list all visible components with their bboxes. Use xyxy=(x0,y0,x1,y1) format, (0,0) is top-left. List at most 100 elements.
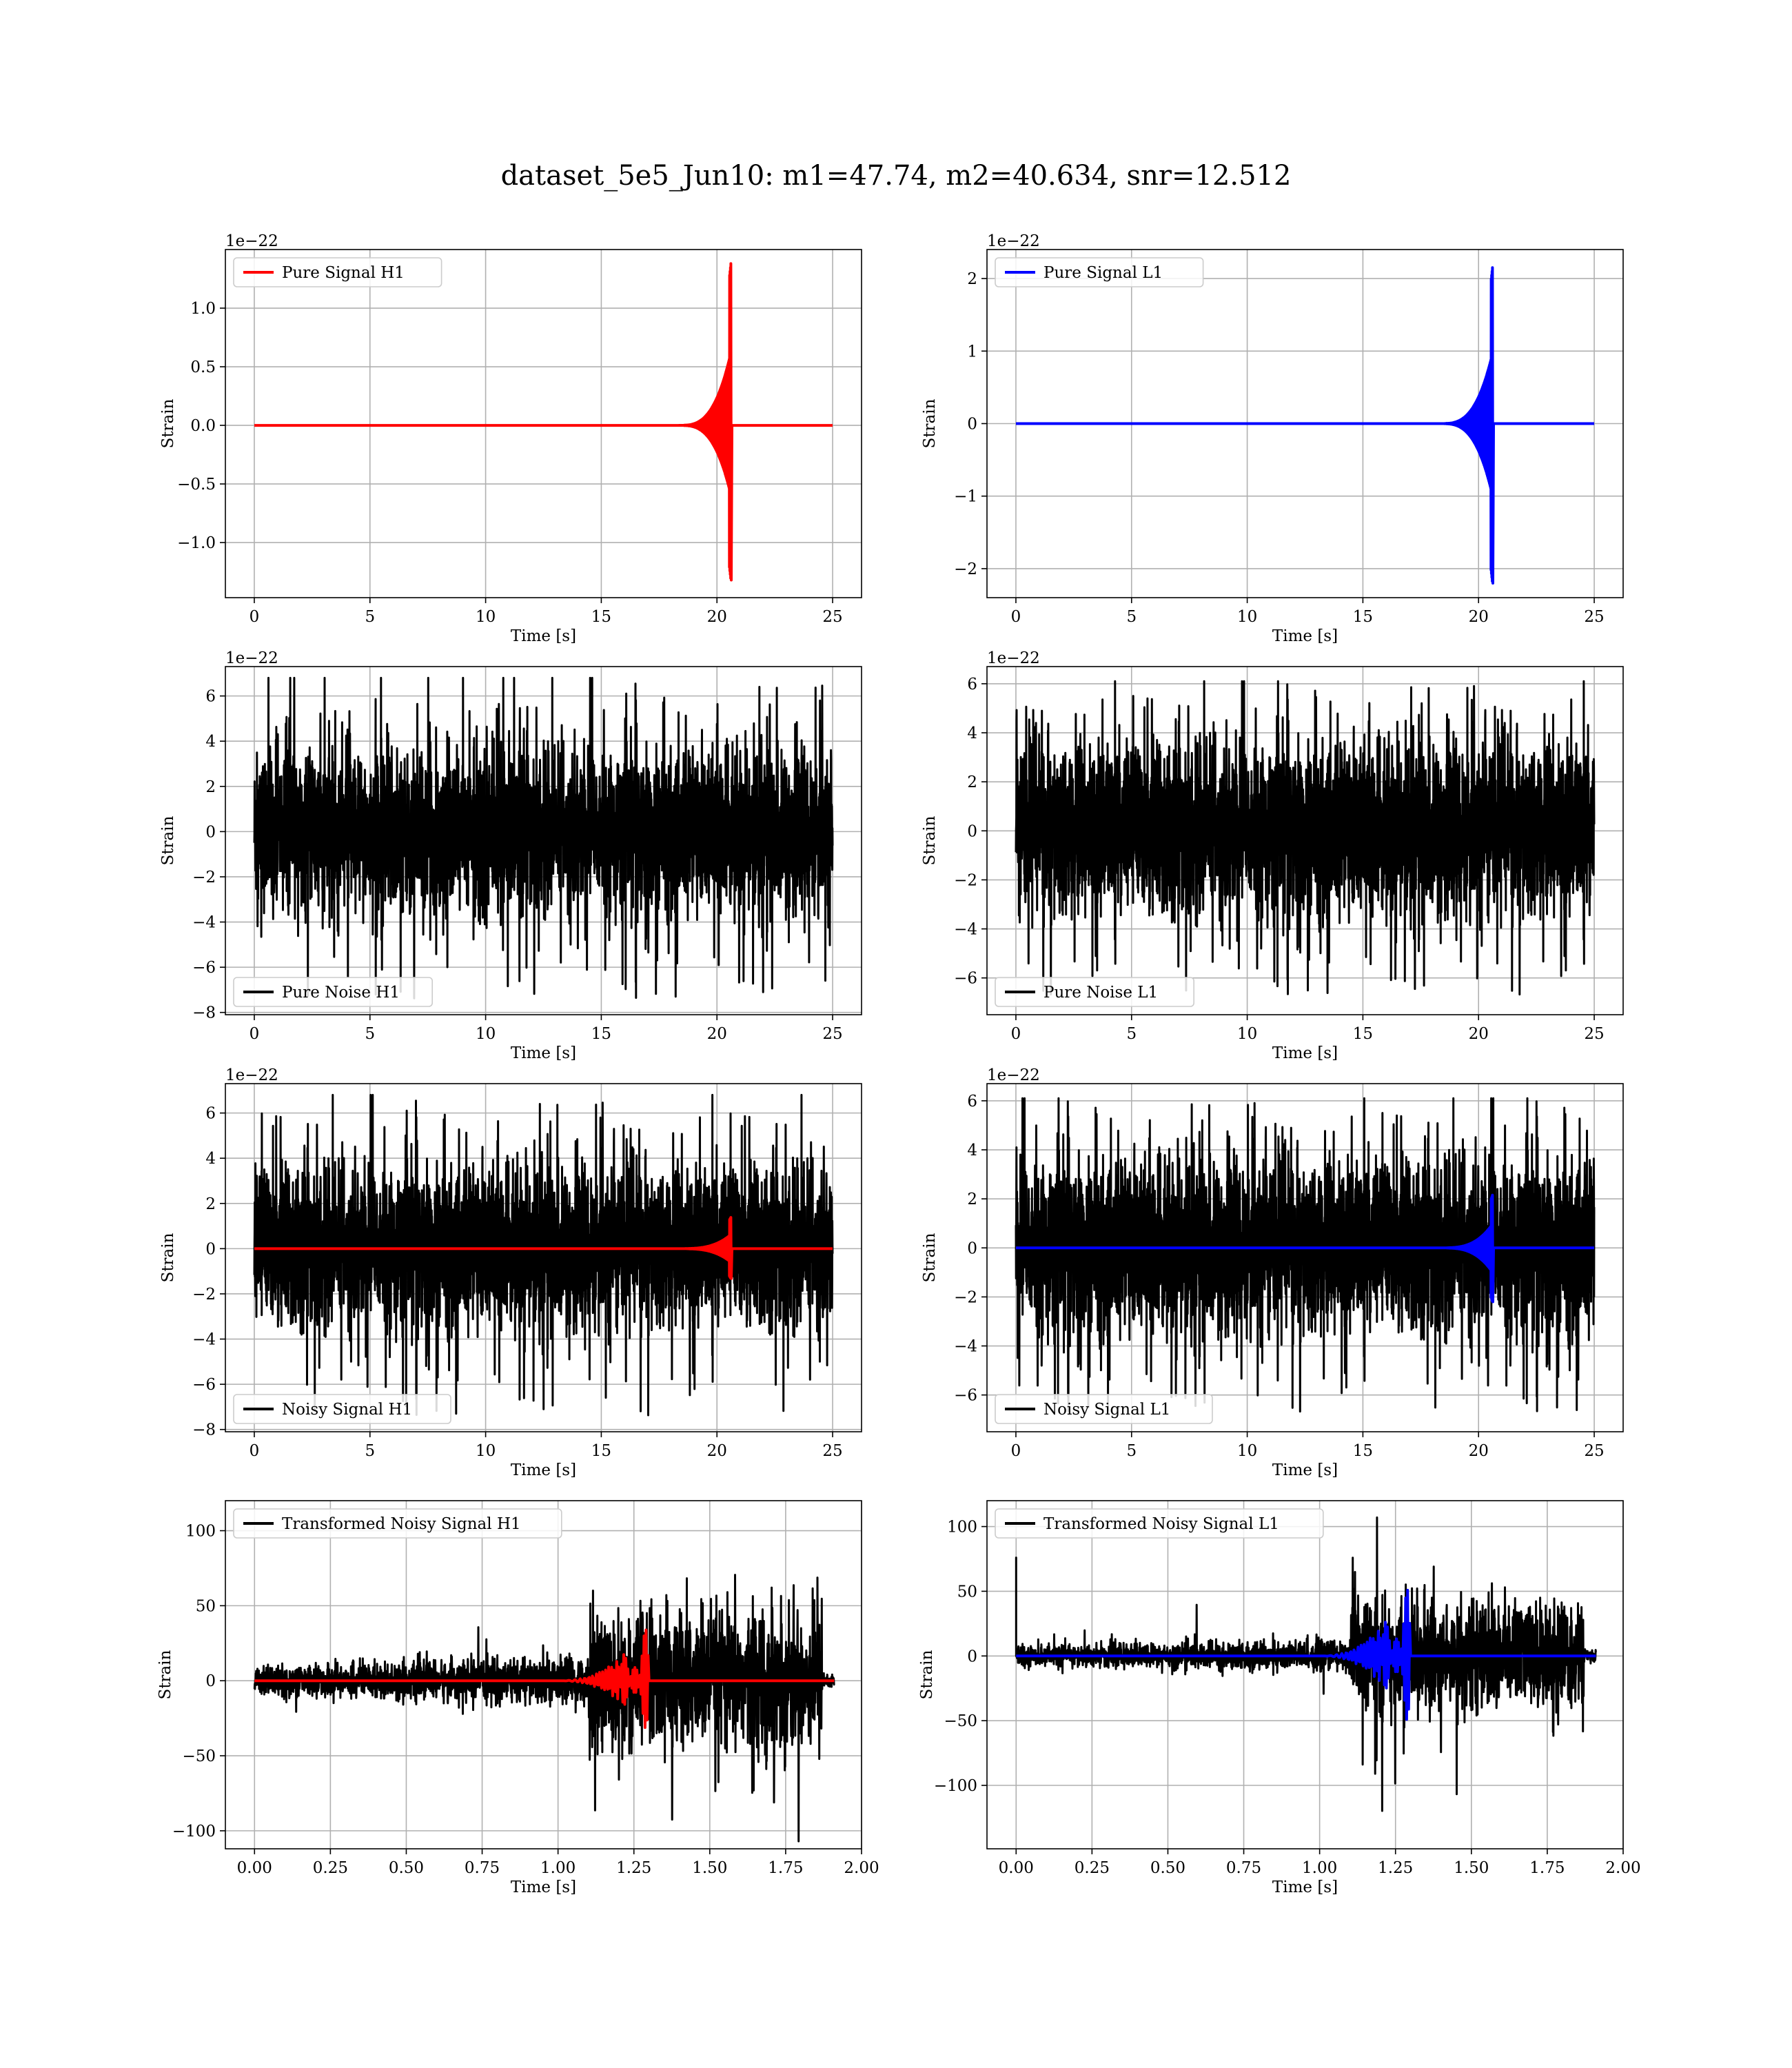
y-tick-label: 0 xyxy=(967,416,977,434)
x-tick-label: 0.25 xyxy=(313,1859,348,1877)
x-axis-label: Time [s] xyxy=(1272,1044,1338,1062)
x-tick-label: 15 xyxy=(591,1025,611,1043)
x-tick-label: 5 xyxy=(1126,1442,1137,1460)
y-tick-label: 0 xyxy=(205,1240,216,1258)
legend: Pure Signal H1 xyxy=(233,257,442,287)
y-tick-label: 6 xyxy=(967,1093,977,1111)
y-tick-label: 2 xyxy=(967,270,977,288)
y-tick-label: 50 xyxy=(957,1583,977,1601)
y-tick-label: 4 xyxy=(205,1150,216,1168)
legend-entry: Pure Signal H1 xyxy=(282,264,405,282)
x-tick-label: 25 xyxy=(822,1442,842,1460)
x-tick-label: 1.75 xyxy=(768,1859,803,1877)
x-tick-label: 25 xyxy=(1584,1442,1604,1460)
legend-entry: Transformed Noisy Signal H1 xyxy=(282,1515,521,1533)
x-tick-label: 20 xyxy=(1469,1025,1489,1043)
x-tick-label: 1.50 xyxy=(692,1859,727,1877)
x-tick-label: 10 xyxy=(1237,608,1257,626)
y-tick-label: 6 xyxy=(205,1105,216,1123)
y-tick-label: −2 xyxy=(192,1286,216,1304)
x-axis-label: Time [s] xyxy=(1272,627,1338,645)
legend-frame xyxy=(995,1394,1213,1424)
y-tick-label: 50 xyxy=(196,1597,216,1615)
y-offset-label: 1e−22 xyxy=(987,649,1040,667)
legend-frame xyxy=(995,977,1195,1007)
y-tick-label: 6 xyxy=(967,676,977,693)
y-offset-label: 1e−22 xyxy=(987,232,1040,250)
x-tick-label: 1.75 xyxy=(1529,1859,1565,1877)
legend: Transformed Noisy Signal H1 xyxy=(233,1508,562,1539)
axes-frame xyxy=(225,666,862,1015)
series-line xyxy=(1015,1097,1596,1413)
series-line xyxy=(1016,266,1594,585)
x-tick-label: 5 xyxy=(1126,1025,1137,1043)
x-axis-label: Time [s] xyxy=(511,1878,576,1896)
x-tick-label: 0 xyxy=(250,1442,260,1460)
x-tick-label: 0.50 xyxy=(1150,1859,1185,1877)
legend-entry: Pure Noise H1 xyxy=(282,984,400,1002)
subplot-4: 0 5 10 15 20 25 −6 −4 −2 0 2 4 6 Time [s] Strain 1e−22 P… xyxy=(921,649,1624,1062)
legend-entry: Noisy Signal H1 xyxy=(282,1401,412,1419)
y-tick-label: 0 xyxy=(967,1239,977,1257)
y-tick-label: −8 xyxy=(192,1004,216,1022)
legend-entry: Noisy Signal L1 xyxy=(1043,1401,1170,1419)
subplot-6: 0 5 10 15 20 25 −6 −4 −2 0 2 4 6 Time [s] Strain 1e−22 N… xyxy=(921,1066,1624,1479)
x-tick-label: 15 xyxy=(591,608,611,626)
axes-frame xyxy=(986,1083,1624,1432)
x-axis-label: Time [s] xyxy=(511,1044,576,1062)
x-tick-label: 1.25 xyxy=(1378,1859,1413,1877)
y-tick-label: −2 xyxy=(192,869,216,886)
subplot-8: 0.00 0.25 0.50 0.75 1.00 1.25 1.50 1.75 2.00 −100… xyxy=(918,1500,1641,1896)
legend-frame xyxy=(233,977,434,1007)
x-tick-label: 0 xyxy=(250,1025,260,1043)
x-tick-label: 2.00 xyxy=(1605,1859,1640,1877)
y-axis-label: Strain xyxy=(159,815,177,865)
axes-frame xyxy=(225,1500,862,1849)
y-tick-label: −2 xyxy=(954,871,977,889)
x-tick-label: 25 xyxy=(1584,1025,1604,1043)
legend-entry: Transformed Noisy Signal L1 xyxy=(1043,1515,1279,1533)
axes-frame xyxy=(986,666,1624,1015)
x-axis-label: Time [s] xyxy=(511,627,576,645)
x-axis-label: Time [s] xyxy=(1272,1461,1338,1479)
y-tick-label: −6 xyxy=(192,1376,216,1394)
x-tick-label: 25 xyxy=(822,608,842,626)
legend: Pure Noise L1 xyxy=(995,977,1195,1007)
y-tick-label: −1 xyxy=(954,488,977,506)
legend-entry: Pure Noise L1 xyxy=(1043,984,1158,1002)
y-tick-label: 100 xyxy=(185,1523,216,1541)
x-tick-label: 5 xyxy=(365,608,375,626)
x-tick-label: 20 xyxy=(707,1442,727,1460)
x-tick-label: 10 xyxy=(476,1442,496,1460)
x-tick-label: 0 xyxy=(1011,1025,1021,1043)
x-tick-label: 0 xyxy=(250,608,260,626)
legend-frame xyxy=(995,1508,1324,1539)
x-tick-label: 0 xyxy=(1011,1442,1021,1460)
y-tick-label: 4 xyxy=(967,1142,977,1159)
y-tick-label: −50 xyxy=(944,1712,977,1730)
legend: Noisy Signal H1 xyxy=(233,1394,451,1424)
axes-frame xyxy=(225,1083,862,1432)
legend-frame xyxy=(233,1508,562,1539)
subplot-5: 0 5 10 15 20 25 −8 −6 −4 −2 0 2 4 6 Time [s] Strain 1e−2… xyxy=(159,1066,862,1479)
x-tick-label: 15 xyxy=(1353,1025,1373,1043)
y-tick-label: 0 xyxy=(205,823,216,841)
x-tick-label: 15 xyxy=(591,1442,611,1460)
x-tick-label: 15 xyxy=(1353,608,1373,626)
series-line xyxy=(254,1628,835,1730)
axes-frame xyxy=(225,249,862,598)
subplot-7: 0.00 0.25 0.50 0.75 1.00 1.25 1.50 1.75 2.00 −100… xyxy=(156,1500,879,1896)
y-tick-label: 6 xyxy=(205,688,216,706)
y-tick-label: −0.5 xyxy=(177,476,216,494)
series-line xyxy=(253,1574,835,1843)
x-tick-label: 5 xyxy=(1126,608,1137,626)
figure-title: dataset_5e5_Jun10: m1=47.74, m2=40.634, … xyxy=(501,160,1292,192)
x-tick-label: 1.00 xyxy=(540,1859,576,1877)
y-axis-label: Strain xyxy=(918,1650,936,1699)
y-tick-label: −8 xyxy=(192,1421,216,1439)
y-tick-label: 0.5 xyxy=(190,358,216,376)
series-line xyxy=(1016,1193,1594,1304)
x-tick-label: 0.75 xyxy=(1226,1859,1261,1877)
y-axis-label: Strain xyxy=(921,1233,939,1282)
axes-frame xyxy=(986,1500,1624,1849)
